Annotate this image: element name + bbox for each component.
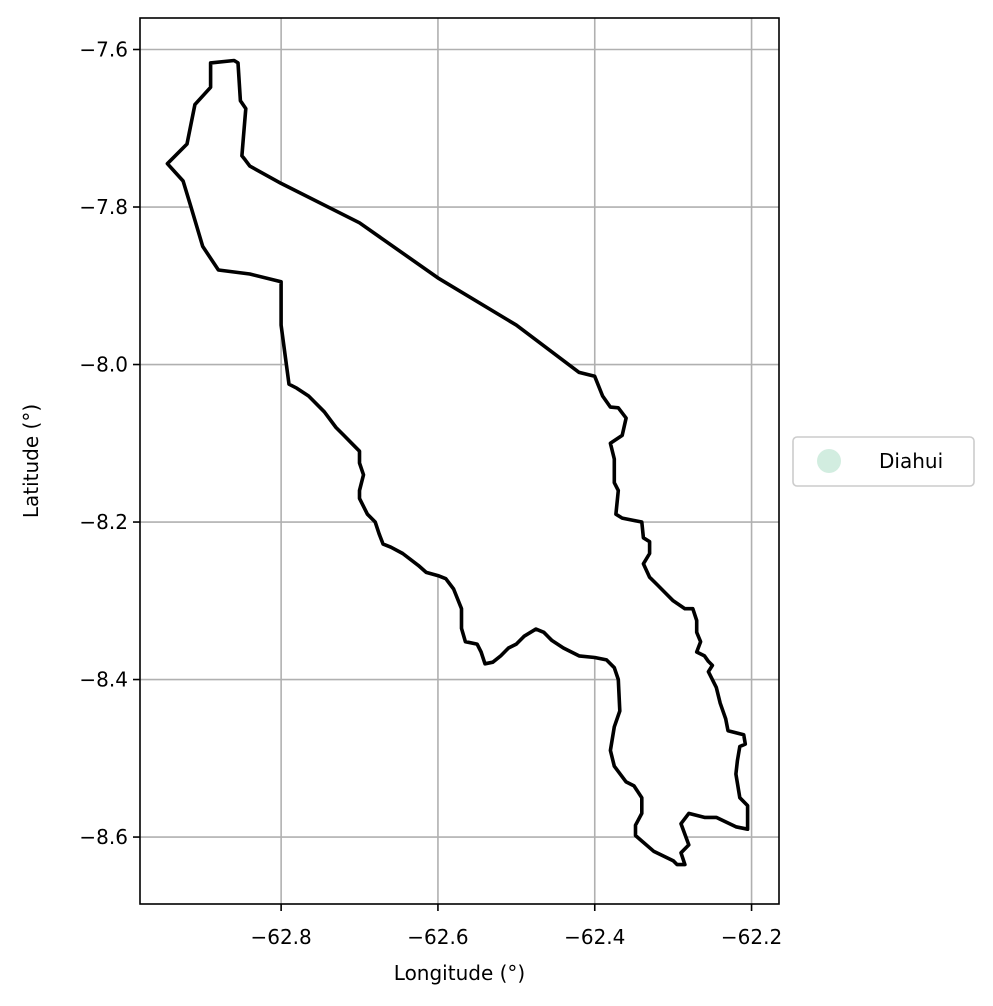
y-axis-label: Latitude (°) xyxy=(19,404,43,518)
legend-label-diahui: Diahui xyxy=(879,449,943,473)
x-tick-label: −62.6 xyxy=(407,925,468,949)
x-axis-label: Longitude (°) xyxy=(394,961,525,985)
y-tick-label: −8.6 xyxy=(79,825,128,849)
axis-ticks: −62.8 −62.6 −62.4 −62.2 −7.6 −7.8 −8.0 −8.2 −8.4… xyxy=(79,38,782,949)
region-diahui-boundary xyxy=(165,58,750,867)
y-tick-label: −8.2 xyxy=(79,510,128,534)
x-tick-label: −62.4 xyxy=(564,925,625,949)
y-tick-label: −8.0 xyxy=(79,353,128,377)
legend-marker xyxy=(817,449,841,473)
y-tick-label: −7.6 xyxy=(79,38,128,62)
legend-frame xyxy=(792,436,975,487)
y-tick-label: −7.8 xyxy=(79,195,128,219)
axes-frame xyxy=(139,17,780,905)
x-tick-label: −62.8 xyxy=(250,925,311,949)
region-layer xyxy=(165,58,750,867)
x-tick-label: −62.2 xyxy=(721,925,782,949)
y-tick-label: −8.4 xyxy=(79,668,128,692)
legend: Diahui xyxy=(792,436,975,487)
